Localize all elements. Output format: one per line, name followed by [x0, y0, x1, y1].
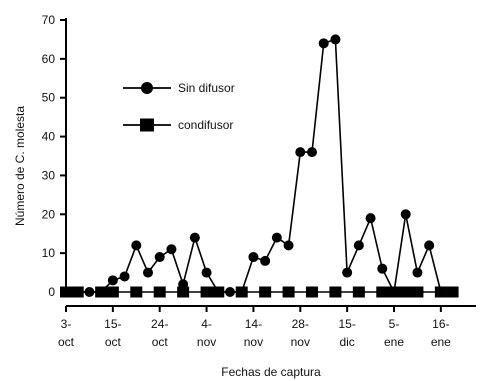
data-point — [236, 287, 247, 297]
data-point — [342, 267, 353, 278]
data-point — [259, 286, 272, 298]
data-point — [106, 286, 119, 298]
data-point — [271, 232, 282, 243]
data-point — [353, 240, 364, 251]
y-tick-label: 60 — [42, 52, 56, 66]
y-tick-label: 30 — [42, 168, 56, 182]
data-point — [399, 286, 412, 298]
x-tick-label: ene — [431, 335, 451, 349]
x-tick-label: nov — [291, 335, 310, 349]
x-axis-title: Fechas de captura — [221, 365, 321, 379]
y-tick-label: 40 — [42, 130, 56, 144]
legend-marker-circle — [141, 82, 153, 94]
data-point — [435, 287, 446, 297]
data-point — [260, 255, 271, 266]
data-point — [177, 286, 190, 298]
x-tick-label: oct — [58, 335, 75, 349]
data-point — [178, 279, 189, 290]
data-point — [200, 286, 213, 298]
data-point — [96, 287, 107, 297]
data-point — [330, 34, 341, 45]
data-point — [412, 267, 423, 278]
legend-label: Sin difusor — [178, 81, 235, 95]
data-point — [143, 267, 153, 278]
x-tick-label: dic — [339, 335, 354, 349]
data-point — [130, 286, 143, 298]
data-point — [400, 209, 411, 220]
x-tick-label: 24- — [151, 317, 168, 331]
x-tick-label: 4- — [201, 317, 212, 331]
data-point — [376, 286, 389, 298]
data-point — [411, 286, 424, 298]
x-tick-label: 3- — [61, 317, 72, 331]
y-tick-label: 10 — [42, 246, 56, 260]
y-tick-label: 0 — [48, 285, 55, 299]
axes: 0 10 20 30 40 50 60 70 3- oct 15- oct 24- oct 4- nov 14-… — [42, 13, 476, 349]
y-tick-label: 20 — [42, 207, 56, 221]
data-point — [389, 287, 399, 297]
x-tick-label: 14- — [245, 317, 262, 331]
x-tick-label: 16- — [432, 317, 449, 331]
legend-marker-square — [140, 118, 154, 132]
data-point — [318, 38, 329, 49]
legend-item: Sin difusor — [123, 81, 235, 95]
data-point — [424, 240, 435, 251]
y-tick-label: 50 — [42, 91, 56, 105]
data-point — [352, 286, 365, 298]
data-point — [154, 252, 165, 263]
x-tick-label: nov — [197, 335, 216, 349]
data-point — [213, 287, 224, 297]
x-tick-label: nov — [244, 335, 263, 349]
y-tick-label: 70 — [42, 13, 56, 27]
x-tick-label: 5- — [389, 317, 400, 331]
data-point — [61, 287, 71, 297]
data-point — [131, 240, 142, 251]
data-point — [282, 286, 295, 298]
x-tick-label: oct — [152, 335, 169, 349]
series-sin-difusor — [61, 34, 458, 297]
data-point — [307, 147, 317, 158]
legend-label: condifusor — [178, 118, 233, 132]
data-point — [189, 232, 200, 243]
data-point — [84, 287, 95, 297]
data-point — [72, 287, 83, 297]
data-point — [447, 287, 458, 297]
data-point — [329, 286, 342, 298]
data-point — [225, 287, 235, 297]
data-point — [201, 267, 212, 278]
x-tick-label: oct — [105, 335, 122, 349]
x-tick-label: 15- — [104, 317, 121, 331]
legend: Sin difusor condifusor — [123, 81, 235, 132]
data-point — [283, 240, 294, 251]
data-point — [306, 286, 318, 298]
x-tick-label: ene — [384, 335, 404, 349]
data-point — [153, 286, 166, 298]
data-point — [107, 275, 118, 286]
data-point — [166, 244, 177, 255]
legend-item: condifusor — [123, 118, 233, 132]
data-point — [248, 252, 259, 263]
series-line — [66, 38, 453, 293]
series-layer — [60, 34, 459, 298]
x-tick-label: 28- — [292, 317, 309, 331]
y-axis-title: Número de C. molesta — [13, 106, 27, 226]
data-point — [365, 213, 376, 224]
data-point — [377, 263, 388, 274]
data-point — [295, 147, 306, 158]
x-tick-label: 15- — [338, 317, 355, 331]
data-point — [119, 271, 130, 282]
